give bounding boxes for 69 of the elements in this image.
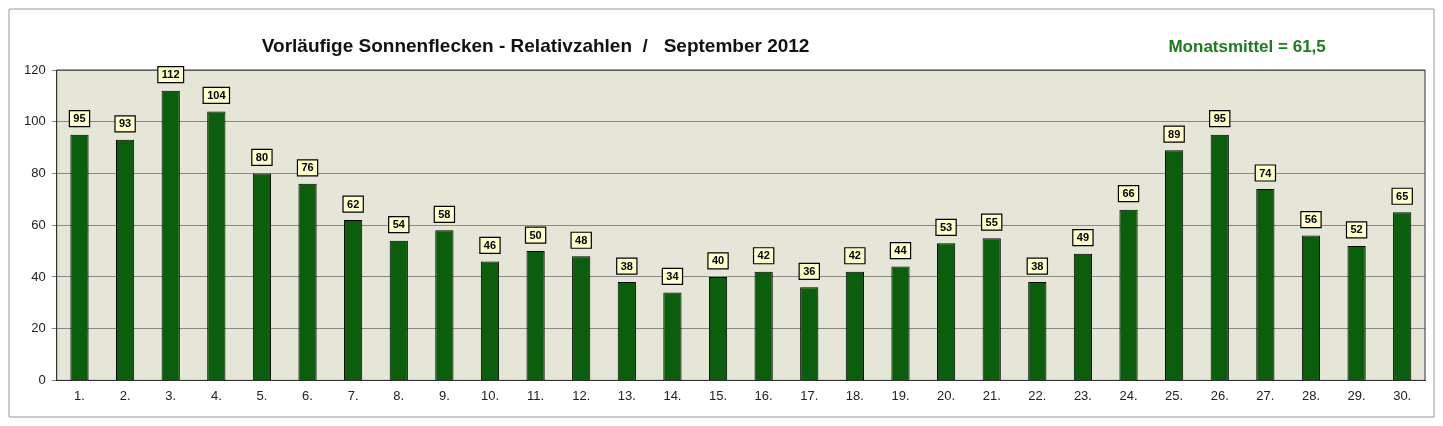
x-tick-label: 6. — [302, 387, 313, 403]
data-label: 38 — [1031, 259, 1044, 272]
x-tick-label: 12. — [572, 387, 591, 403]
data-label: 38 — [620, 259, 633, 272]
x-tick-label: 19. — [891, 387, 910, 403]
text: Monatsmittel = 61,5 — [1168, 37, 1326, 56]
data-label: 55 — [985, 215, 998, 228]
x-tick-label: 22. — [1028, 387, 1047, 403]
data-label: 36 — [803, 264, 816, 277]
data-label: 34 — [666, 269, 680, 282]
data-label: 53 — [939, 220, 953, 233]
x-tick-label: 5. — [256, 387, 268, 403]
y-tick-label: 40 — [31, 268, 46, 284]
x-tick-label: 20. — [937, 387, 956, 403]
y-tick-label: 120 — [23, 61, 46, 77]
data-label: 76 — [301, 161, 314, 174]
data-label: 42 — [848, 249, 861, 262]
x-tick-label: 7. — [347, 387, 359, 403]
x-tick-label: 29. — [1347, 387, 1366, 403]
data-label: 95 — [1213, 112, 1226, 125]
data-label: 58 — [438, 207, 451, 220]
data-label: 49 — [1076, 231, 1090, 244]
y-tick-label: 60 — [31, 216, 46, 232]
x-tick-label: 30. — [1393, 387, 1412, 403]
data-label: 93 — [118, 117, 132, 130]
x-tick-label: 4. — [210, 387, 222, 403]
x-tick-label: 10. — [480, 387, 500, 403]
data-label: 56 — [1304, 213, 1318, 226]
x-tick-label: 24. — [1119, 387, 1138, 403]
y-tick-label: 80 — [31, 165, 46, 181]
x-tick-label: 16. — [754, 387, 773, 403]
data-label: 89 — [1168, 127, 1181, 140]
x-tick-label: 13. — [617, 387, 636, 403]
chart-title: Vorläufige Sonnenflecken - Relativzahlen / September 2012 — [261, 35, 810, 56]
data-label: 66 — [1122, 187, 1135, 200]
x-tick-label: 28. — [1301, 387, 1321, 403]
data-label: 104 — [207, 88, 227, 101]
x-tick-label: 25. — [1165, 387, 1184, 403]
x-tick-label: 2. — [119, 387, 131, 403]
data-label: 42 — [757, 249, 770, 262]
x-tick-label: 26. — [1210, 387, 1229, 403]
data-label: 40 — [711, 254, 725, 267]
data-label: 112 — [161, 68, 180, 81]
y-tick-label: 20 — [31, 320, 46, 336]
data-label: 52 — [1350, 223, 1363, 236]
x-tick-label: 23. — [1073, 387, 1092, 403]
x-tick-label: 15. — [709, 387, 728, 403]
x-tick-label: 8. — [393, 387, 405, 403]
data-label: 44 — [894, 244, 908, 257]
data-label: 65 — [1396, 189, 1409, 202]
x-tick-label: 11. — [527, 387, 545, 403]
x-tick-label: 9. — [438, 387, 450, 403]
x-tick-label: 3. — [165, 387, 177, 403]
x-tick-label: 27. — [1256, 387, 1275, 403]
data-label: 50 — [529, 228, 542, 241]
data-label: 74 — [1259, 166, 1273, 179]
x-tick-label: 14. — [663, 387, 682, 403]
data-label: 62 — [347, 197, 360, 210]
x-tick-label: 1. — [74, 387, 85, 403]
data-label: 46 — [483, 238, 497, 251]
data-label: 80 — [255, 151, 269, 163]
data-label: 54 — [392, 218, 406, 231]
y-tick-label: 100 — [23, 113, 46, 129]
x-tick-label: 21. — [982, 387, 1001, 403]
x-tick-label: 18. — [845, 387, 864, 403]
x-tick-label: 17. — [800, 387, 819, 403]
y-tick-label: 0 — [38, 371, 46, 387]
data-label: 48 — [575, 233, 588, 246]
data-label: 95 — [73, 112, 86, 125]
